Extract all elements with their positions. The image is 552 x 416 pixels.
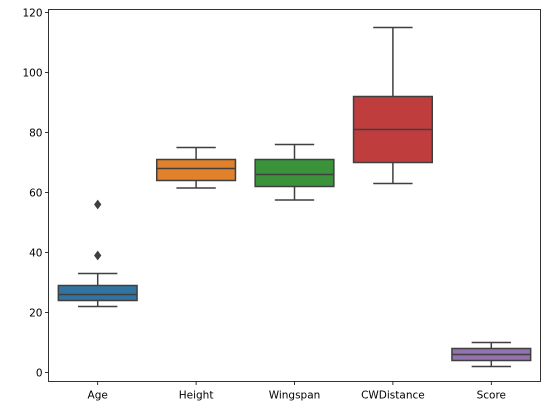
y-tick-label: 100 xyxy=(22,67,42,79)
x-tick-label: Height xyxy=(179,390,214,402)
y-tick-label: 0 xyxy=(36,367,43,379)
y-axis: 0 20 40 60 80 100 120 xyxy=(22,7,49,379)
x-axis: Age Height Wingspan CWDistance Score xyxy=(88,381,506,402)
plot-area xyxy=(57,26,532,368)
y-tick-label: 20 xyxy=(29,307,42,319)
x-tick-label: Age xyxy=(88,390,108,402)
y-tick-label: 80 xyxy=(29,127,42,139)
x-tick-label: Wingspan xyxy=(269,390,321,402)
x-tick-label: CWDistance xyxy=(361,390,425,402)
outlier-point xyxy=(94,250,102,261)
y-tick-label: 120 xyxy=(22,7,42,19)
box-iqr xyxy=(57,284,138,302)
box-group xyxy=(352,26,434,185)
plot-frame xyxy=(48,9,541,382)
y-tick-label: 40 xyxy=(29,247,42,259)
y-tick-label: 60 xyxy=(29,187,42,199)
box-iqr xyxy=(155,158,237,182)
outlier-point xyxy=(94,199,102,210)
box-iqr xyxy=(254,158,335,188)
box-group xyxy=(451,341,532,368)
box-group xyxy=(155,146,237,189)
x-tick-label: Score xyxy=(477,390,506,402)
box-group xyxy=(57,199,138,308)
box-group xyxy=(254,143,335,201)
